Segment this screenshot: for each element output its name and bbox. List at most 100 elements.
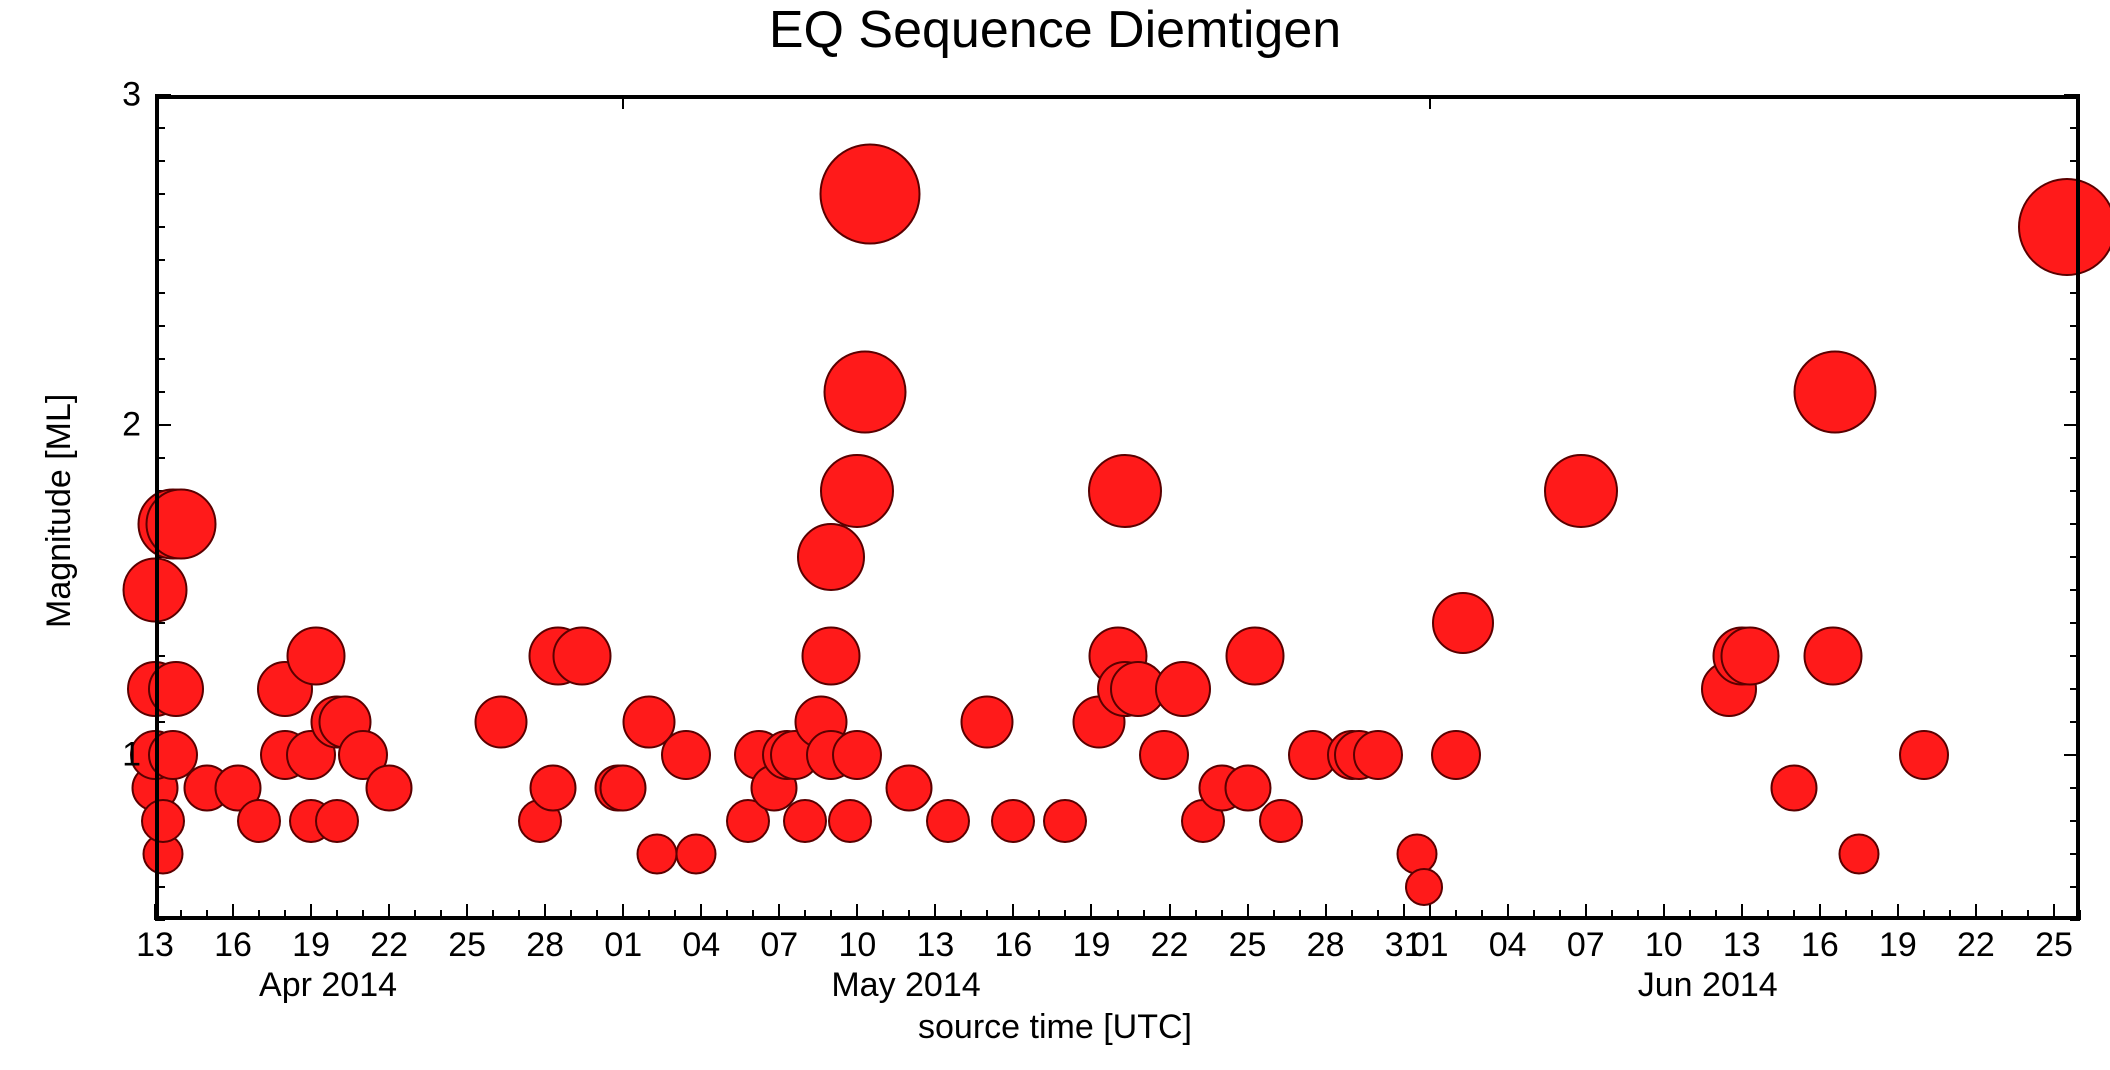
data-point [637, 834, 678, 875]
x-tick [752, 910, 754, 920]
x-tick [830, 910, 832, 920]
y-tick [2070, 391, 2080, 393]
y-tick [155, 391, 165, 393]
y-tick [155, 193, 165, 195]
y-tick [2070, 127, 2080, 129]
x-tick-major [622, 904, 624, 920]
y-tick [155, 919, 165, 921]
chart-title: EQ Sequence Diemtigen [0, 0, 2110, 60]
x-tick-label: 04 [682, 926, 720, 965]
x-tick-top [1429, 95, 1431, 109]
y-tick [155, 457, 165, 459]
x-tick-major [232, 904, 234, 920]
x-tick [1559, 910, 1561, 920]
y-tick [155, 325, 165, 327]
x-tick-major [856, 904, 858, 920]
data-point [1353, 730, 1403, 780]
data-point [824, 351, 907, 434]
x-tick [570, 910, 572, 920]
x-tick-label: 01 [604, 926, 642, 965]
x-tick [726, 910, 728, 920]
data-point [661, 730, 711, 780]
month-label: May 2014 [831, 966, 980, 1005]
x-tick-label: 28 [1307, 926, 1345, 965]
x-tick-major [778, 904, 780, 920]
data-point [552, 627, 611, 686]
x-tick [440, 910, 442, 920]
y-tick-label: 2 [122, 406, 141, 445]
y-tick-label: 3 [122, 76, 141, 115]
x-tick-label: 13 [136, 926, 174, 965]
data-point [820, 144, 921, 245]
x-tick [1923, 910, 1925, 920]
data-point [926, 799, 970, 843]
x-tick [2001, 910, 2003, 920]
x-tick-major [1169, 904, 1171, 920]
data-point [1432, 592, 1494, 654]
x-tick [414, 910, 416, 920]
x-tick-label: 10 [838, 926, 876, 965]
y-tick [155, 94, 171, 96]
y-tick [2070, 358, 2080, 360]
x-tick [804, 910, 806, 920]
x-tick-major [1507, 904, 1509, 920]
x-tick [1117, 910, 1119, 920]
y-tick-label: 1 [122, 736, 141, 775]
y-tick [155, 127, 165, 129]
x-tick [1767, 910, 1769, 920]
data-point [141, 799, 185, 843]
x-tick-label: 07 [760, 926, 798, 965]
x-tick [1273, 910, 1275, 920]
data-point [802, 627, 861, 686]
x-tick-label: 13 [1723, 926, 1761, 965]
x-tick-major [1819, 904, 1821, 920]
y-tick [2070, 853, 2080, 855]
data-point [961, 696, 1014, 749]
x-tick-label: 22 [1151, 926, 1189, 965]
y-tick [155, 655, 165, 657]
x-tick [1611, 910, 1613, 920]
data-point [1139, 730, 1189, 780]
y-tick [2070, 787, 2080, 789]
x-tick [1533, 910, 1535, 920]
x-tick-major [700, 904, 702, 920]
x-tick-major [1403, 904, 1405, 920]
x-tick-major [1090, 904, 1092, 920]
x-tick [2027, 910, 2029, 920]
data-point [1155, 661, 1211, 717]
data-point [1803, 627, 1862, 686]
data-point [1794, 351, 1877, 434]
data-point [315, 799, 359, 843]
x-tick [1351, 910, 1353, 920]
x-tick [2079, 910, 2081, 920]
x-tick-label: 16 [1801, 926, 1839, 965]
x-tick-major [2053, 904, 2055, 920]
y-tick [155, 886, 165, 888]
month-label: Jun 2014 [1638, 966, 1778, 1005]
data-point [1043, 799, 1087, 843]
y-tick [2064, 424, 2080, 426]
x-tick-major [1663, 904, 1665, 920]
x-tick [336, 910, 338, 920]
x-tick-label: 22 [370, 926, 408, 965]
x-tick [674, 910, 676, 920]
y-tick [155, 721, 165, 723]
x-tick-label: 19 [292, 926, 330, 965]
data-point [474, 696, 527, 749]
data-point [797, 523, 865, 591]
x-tick [1455, 910, 1457, 920]
x-tick [518, 910, 520, 920]
x-tick-top [622, 95, 624, 109]
x-tick [648, 910, 650, 920]
y-tick [2070, 325, 2080, 327]
data-point [1259, 799, 1303, 843]
x-tick-major [1897, 904, 1899, 920]
plot-area [155, 95, 2080, 920]
x-tick [206, 910, 208, 920]
x-tick-label: 01 [1411, 926, 1449, 965]
month-label: Apr 2014 [259, 966, 397, 1005]
data-point [1899, 730, 1949, 780]
y-tick [155, 424, 171, 426]
x-tick-label: 13 [916, 926, 954, 965]
y-tick [155, 226, 165, 228]
